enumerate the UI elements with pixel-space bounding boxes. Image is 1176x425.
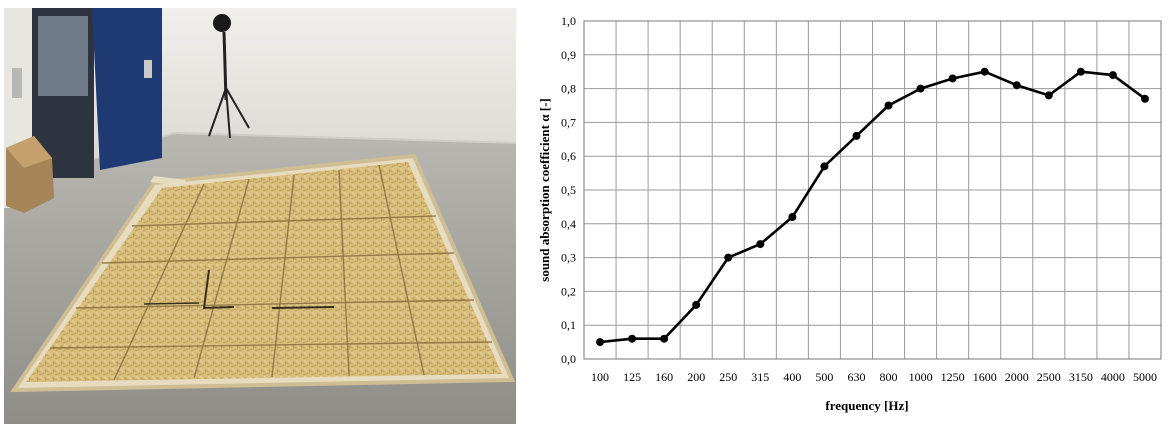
x-tick-label: 200 [687, 370, 705, 384]
x-tick-label: 1600 [973, 370, 997, 384]
y-tick-label: 0,9 [561, 48, 576, 62]
x-tick-label: 630 [847, 370, 865, 384]
y-tick-label: 0,6 [561, 149, 576, 163]
y-tick-label: 0,1 [561, 318, 576, 332]
data-point [820, 162, 829, 171]
x-tick-label: 100 [591, 370, 609, 384]
y-tick-label: 0,7 [561, 115, 576, 129]
blue-door [92, 8, 162, 170]
y-tick-label: 1,0 [561, 14, 576, 28]
room-photo [4, 8, 516, 424]
chart-canvas: 0,0 0,1 0,2 0,3 0,4 0,5 0,6 0,7 0,8 0,9 1,0 100 125 1… [537, 14, 1162, 413]
plot-border [583, 20, 1162, 360]
data-point [1076, 67, 1085, 76]
x-tick-label: 315 [751, 370, 769, 384]
data-point [596, 338, 605, 347]
data-point [884, 101, 893, 110]
data-point [756, 240, 765, 249]
x-axis-title: frequency [Hz] [825, 398, 908, 413]
room-photo-illustration [4, 8, 516, 424]
x-tick-label: 4000 [1101, 370, 1125, 384]
x-tick-label: 2500 [1037, 370, 1061, 384]
x-tick-label: 3150 [1069, 370, 1093, 384]
data-point [916, 84, 925, 93]
chart-ticks: 0,0 0,1 0,2 0,3 0,4 0,5 0,6 0,7 0,8 0,9 1,0 100 125 1… [561, 14, 1157, 384]
y-tick-label: 0,0 [561, 352, 576, 366]
x-tick-label: 800 [880, 370, 898, 384]
data-point [724, 253, 733, 262]
tripod-loudspeaker [208, 14, 250, 139]
data-point [1044, 91, 1053, 100]
data-point [852, 131, 861, 140]
data-point [628, 334, 637, 343]
y-tick-label: 0,3 [561, 251, 576, 265]
x-tick-label: 5000 [1133, 370, 1157, 384]
y-tick-label: 0,5 [561, 183, 576, 197]
data-point [1108, 71, 1117, 80]
absorption-chart: 0,0 0,1 0,2 0,3 0,4 0,5 0,6 0,7 0,8 0,9 1,0 100 125 1… [527, 4, 1172, 422]
y-tick-label: 0,4 [561, 217, 576, 231]
y-tick-label: 0,2 [561, 284, 576, 298]
x-tick-label: 1000 [909, 370, 933, 384]
data-point [948, 74, 957, 83]
series-line [599, 70, 1146, 344]
data-point [660, 334, 669, 343]
chart-grid [583, 20, 1162, 360]
chart-series [596, 67, 1149, 347]
data-point [692, 300, 701, 309]
y-tick-label: 0,8 [561, 82, 576, 96]
x-tick-label: 1250 [941, 370, 965, 384]
data-point [980, 67, 989, 76]
x-tick-label: 500 [815, 370, 833, 384]
x-tick-label: 400 [783, 370, 801, 384]
data-point [1140, 94, 1149, 103]
data-point [1012, 81, 1021, 90]
x-tick-label: 125 [623, 370, 641, 384]
absorber-sample [10, 153, 516, 393]
x-tick-label: 160 [655, 370, 673, 384]
x-tick-label: 2000 [1005, 370, 1029, 384]
x-tick-label: 250 [719, 370, 737, 384]
data-point [788, 213, 797, 222]
y-axis-title: sound absorption coefficient α [-] [537, 98, 552, 281]
